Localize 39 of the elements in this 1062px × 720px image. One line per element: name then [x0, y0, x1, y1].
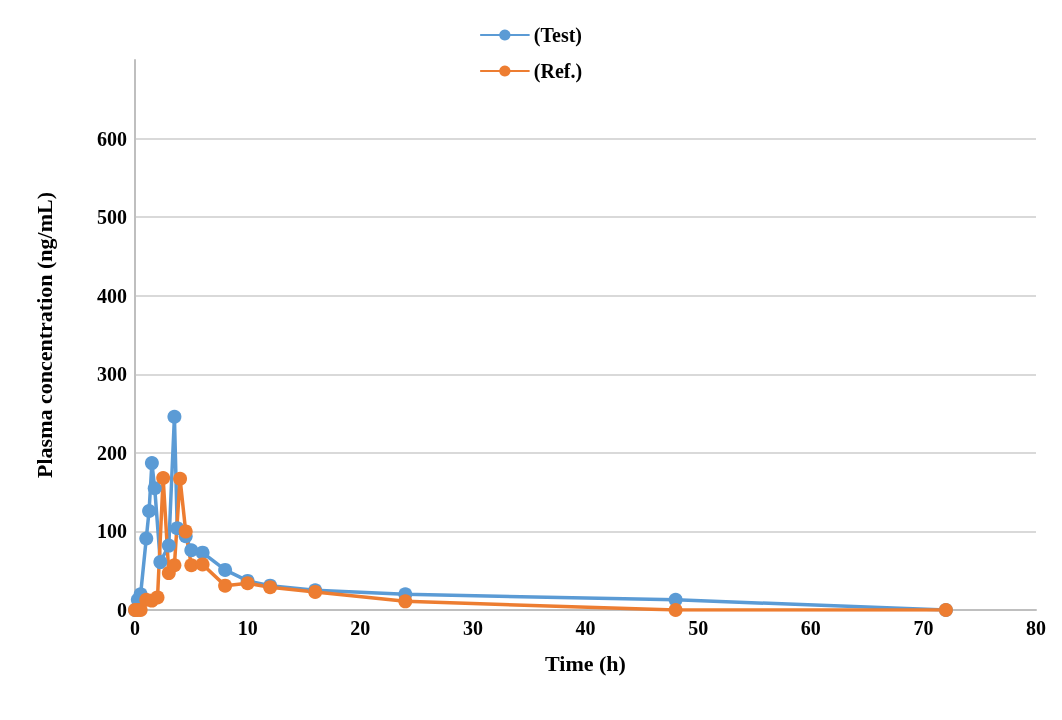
point	[184, 558, 199, 573]
x-tick-label: 20	[350, 617, 371, 639]
point	[167, 558, 182, 573]
x-tick-label: 50	[688, 617, 709, 639]
point	[153, 555, 168, 570]
point	[156, 471, 171, 485]
y-tick-label: 200	[97, 441, 127, 464]
y-tick-label: 600	[97, 127, 127, 150]
point	[398, 594, 413, 609]
point	[668, 603, 683, 617]
x-tick-label: 40	[575, 617, 596, 639]
x-tick-label: 10	[237, 617, 258, 639]
point	[195, 545, 210, 560]
point	[173, 471, 188, 486]
point	[178, 524, 193, 539]
x-tick-label: 60	[800, 617, 821, 639]
point	[161, 538, 176, 553]
point	[184, 543, 199, 558]
point	[142, 504, 157, 518]
legend-label: (Test)	[533, 24, 583, 47]
y-tick-label: 100	[97, 520, 127, 543]
y-tick-label: 500	[97, 206, 127, 229]
y-axis-title: Plasma concentration (ng/mL)	[31, 192, 57, 478]
point	[195, 557, 210, 572]
legend-label: (Ref.)	[533, 60, 583, 83]
y-tick-label: 400	[97, 284, 127, 307]
point	[218, 578, 233, 593]
point	[167, 409, 182, 424]
y-tick-label: 300	[97, 363, 127, 386]
y-tick-label: 0	[117, 599, 127, 621]
point	[147, 481, 162, 496]
point	[218, 562, 233, 577]
point	[139, 531, 154, 546]
x-axis-title: Time (h)	[545, 650, 626, 676]
x-tick-label: 30	[462, 617, 483, 639]
point	[144, 456, 159, 471]
point	[150, 590, 165, 605]
x-tick-label: 70	[913, 617, 934, 639]
x-tick-label: 80	[1026, 617, 1046, 639]
